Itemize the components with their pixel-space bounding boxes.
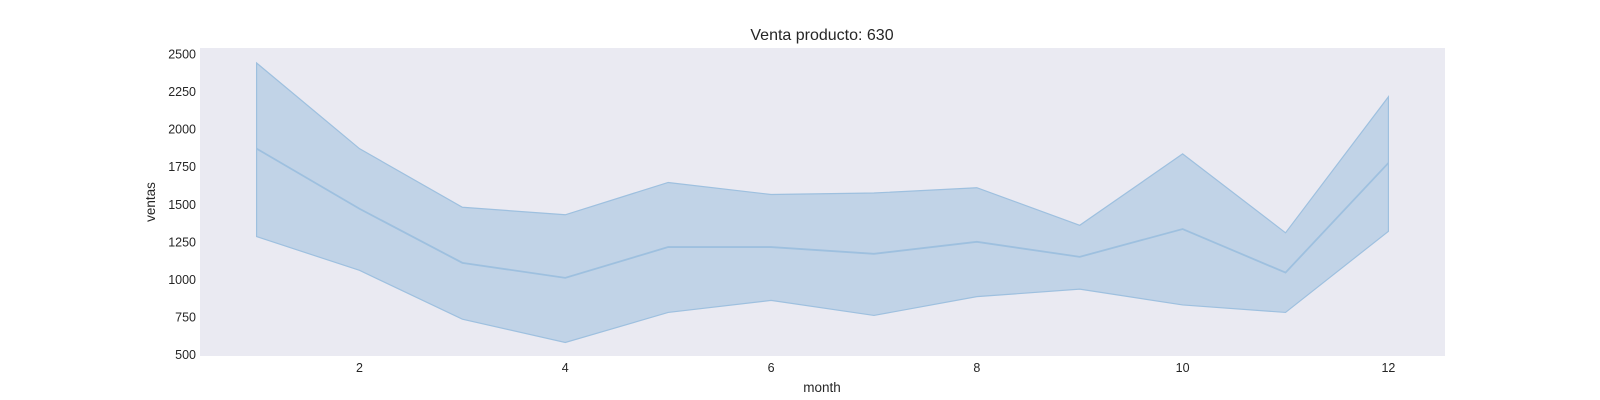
x-tick-label: 12	[1381, 361, 1395, 375]
x-tick-label: 4	[562, 361, 569, 375]
y-tick-label: 1750	[168, 160, 196, 174]
y-tick-label: 2250	[168, 85, 196, 99]
x-tick-label: 10	[1176, 361, 1190, 375]
data-point	[1079, 256, 1081, 258]
data-point	[976, 241, 978, 243]
y-tick-layer: 500 750 1000 1250 1500 1750 2000 2250 2500	[168, 48, 196, 362]
y-tick-label: 2000	[168, 123, 196, 137]
confidence-band-layer	[255, 61, 1390, 344]
data-point	[1387, 162, 1389, 164]
x-axis-label: month	[803, 380, 841, 395]
confidence-band	[255, 61, 1390, 344]
data-point	[461, 262, 463, 264]
x-tick-layer: 2 4 6 8 10 12	[356, 361, 1395, 375]
x-tick-label: 2	[356, 361, 363, 375]
data-point	[667, 246, 669, 248]
data-point	[1285, 272, 1287, 274]
x-tick-label: 8	[973, 361, 980, 375]
data-point	[873, 253, 875, 255]
y-tick-label: 2500	[168, 48, 196, 62]
data-point	[358, 208, 360, 210]
series-line	[256, 147, 1390, 279]
chart-title: Venta producto: 630	[750, 27, 893, 44]
y-tick-label: 750	[175, 310, 196, 324]
data-point	[564, 277, 566, 279]
data-point	[1182, 228, 1184, 230]
line-layer	[256, 147, 1390, 279]
y-tick-label: 1500	[168, 198, 196, 212]
y-axis-label: ventas	[143, 182, 158, 222]
y-tick-label: 1250	[168, 235, 196, 249]
x-tick-label: 6	[768, 361, 775, 375]
y-tick-label: 500	[175, 348, 196, 362]
data-point	[256, 148, 258, 150]
y-tick-label: 1000	[168, 273, 196, 287]
data-point	[770, 246, 772, 248]
